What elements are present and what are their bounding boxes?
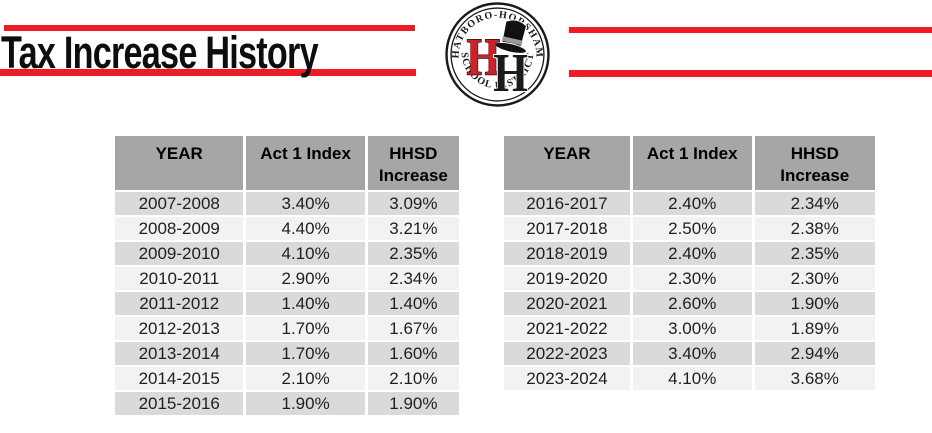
table-cell: 2.35%	[367, 242, 459, 265]
table-cell: 3.09%	[367, 192, 459, 215]
table-cell: 2.30%	[632, 267, 752, 290]
col-header-hhsd-line1: HHSD	[790, 144, 839, 163]
table-cell: 1.70%	[246, 317, 365, 340]
table-cell: 2007-2008	[115, 192, 244, 215]
table-cell: 2009-2010	[115, 242, 244, 265]
table-cell: 1.70%	[246, 342, 365, 365]
table-cell: 2013-2014	[115, 342, 244, 365]
table-cell: 2.35%	[754, 242, 875, 265]
table-row: 2015-2016 1.90% 1.90%	[115, 392, 459, 415]
accent-line-bottom-right	[569, 70, 932, 77]
accent-line-top-right	[569, 27, 932, 33]
table-cell: 2019-2020	[504, 267, 630, 290]
table-cell: 2.60%	[632, 292, 752, 315]
table-cell: 2.30%	[754, 267, 875, 290]
table-row: 2019-2020 2.30% 2.30%	[504, 267, 875, 290]
col-header-hhsd-line2: Increase	[378, 166, 448, 185]
table-cell: 2.34%	[367, 267, 459, 290]
page-title: Tax Increase History	[1, 27, 319, 78]
table-cell: 2.94%	[754, 342, 875, 365]
table-cell: 1.67%	[367, 317, 459, 340]
table-row: 2018-2019 2.40% 2.35%	[504, 242, 875, 265]
table-row: 2011-2012 1.40% 1.40%	[115, 292, 459, 315]
table-cell: 3.21%	[367, 217, 459, 240]
table-cell: 2020-2021	[504, 292, 630, 315]
table-row: 2017-2018 2.50% 2.38%	[504, 217, 875, 240]
table-cell: 1.40%	[246, 292, 365, 315]
table-cell: 2.10%	[246, 367, 365, 390]
table-cell: 1.90%	[367, 392, 459, 415]
table-cell: 2023-2024	[504, 367, 630, 390]
accent-line-top-left	[4, 25, 415, 31]
table-cell: 2.10%	[367, 367, 459, 390]
table-cell: 2.40%	[632, 242, 752, 265]
table-row: 2013-2014 1.70% 1.60%	[115, 342, 459, 365]
table-cell: 2.34%	[754, 192, 875, 215]
table-header-row: YEAR Act 1 Index HHSD Increase	[504, 136, 875, 190]
col-header-year: YEAR	[115, 136, 244, 190]
table-cell: 1.89%	[754, 317, 875, 340]
col-header-act1-index: Act 1 Index	[246, 136, 365, 190]
table-row: 2020-2021 2.60% 1.90%	[504, 292, 875, 315]
table-cell: 2.90%	[246, 267, 365, 290]
table-row: 2014-2015 2.10% 2.10%	[115, 367, 459, 390]
table-cell: 2010-2011	[115, 267, 244, 290]
col-header-hhsd-increase: HHSD Increase	[367, 136, 459, 190]
table-cell: 2.40%	[632, 192, 752, 215]
table-row: 2021-2022 3.00% 1.89%	[504, 317, 875, 340]
accent-line-bottom-left	[0, 69, 416, 76]
table-cell: 1.90%	[754, 292, 875, 315]
table-cell: 2008-2009	[115, 217, 244, 240]
table-cell: 2.38%	[754, 217, 875, 240]
table-cell: 2.50%	[632, 217, 752, 240]
table-cell: 1.90%	[246, 392, 365, 415]
col-header-hhsd-line2: Increase	[780, 166, 850, 185]
tax-history-table-2007-2015: YEAR Act 1 Index HHSD Increase 2007-2008 3…	[112, 134, 462, 417]
table-cell: 2015-2016	[115, 392, 244, 415]
seal-monogram-red-h: H	[467, 29, 500, 87]
table-cell: 2022-2023	[504, 342, 630, 365]
table-row: 2007-2008 3.40% 3.09%	[115, 192, 459, 215]
table-row: 2016-2017 2.40% 2.34%	[504, 192, 875, 215]
table-cell: 2017-2018	[504, 217, 630, 240]
top-hat-icon	[494, 19, 528, 54]
col-header-act1-index: Act 1 Index	[632, 136, 752, 190]
table-cell: 3.68%	[754, 367, 875, 390]
table-cell: 3.40%	[246, 192, 365, 215]
table-cell: 2021-2022	[504, 317, 630, 340]
table-cell: 4.40%	[246, 217, 365, 240]
table-cell: 1.40%	[367, 292, 459, 315]
table-cell: 2016-2017	[504, 192, 630, 215]
seal-monogram-black-h: H	[493, 43, 528, 103]
table-cell: 4.10%	[246, 242, 365, 265]
table-header-row: YEAR Act 1 Index HHSD Increase	[115, 136, 459, 190]
table-row: 2023-2024 4.10% 3.68%	[504, 367, 875, 390]
district-seal-icon: HATBORO-HORSHAM SCHOOL DISTRICT H H	[445, 2, 550, 107]
table-cell: 2014-2015	[115, 367, 244, 390]
table-cell: 3.40%	[632, 342, 752, 365]
table-cell: 2018-2019	[504, 242, 630, 265]
col-header-hhsd-increase: HHSD Increase	[754, 136, 875, 190]
table-cell: 3.00%	[632, 317, 752, 340]
tax-history-table-2016-2023: YEAR Act 1 Index HHSD Increase 2016-2017 2…	[501, 134, 878, 392]
table-cell: 2012-2013	[115, 317, 244, 340]
district-seal-logo: HATBORO-HORSHAM SCHOOL DISTRICT H H	[444, 1, 551, 108]
table-row: 2008-2009 4.40% 3.21%	[115, 217, 459, 240]
table-cell: 2011-2012	[115, 292, 244, 315]
col-header-hhsd-line1: HHSD	[389, 144, 438, 163]
col-header-year: YEAR	[504, 136, 630, 190]
table-row: 2012-2013 1.70% 1.67%	[115, 317, 459, 340]
table-cell: 1.60%	[367, 342, 459, 365]
table-row: 2009-2010 4.10% 2.35%	[115, 242, 459, 265]
table-row: 2010-2011 2.90% 2.34%	[115, 267, 459, 290]
table-cell: 4.10%	[632, 367, 752, 390]
table-row: 2022-2023 3.40% 2.94%	[504, 342, 875, 365]
